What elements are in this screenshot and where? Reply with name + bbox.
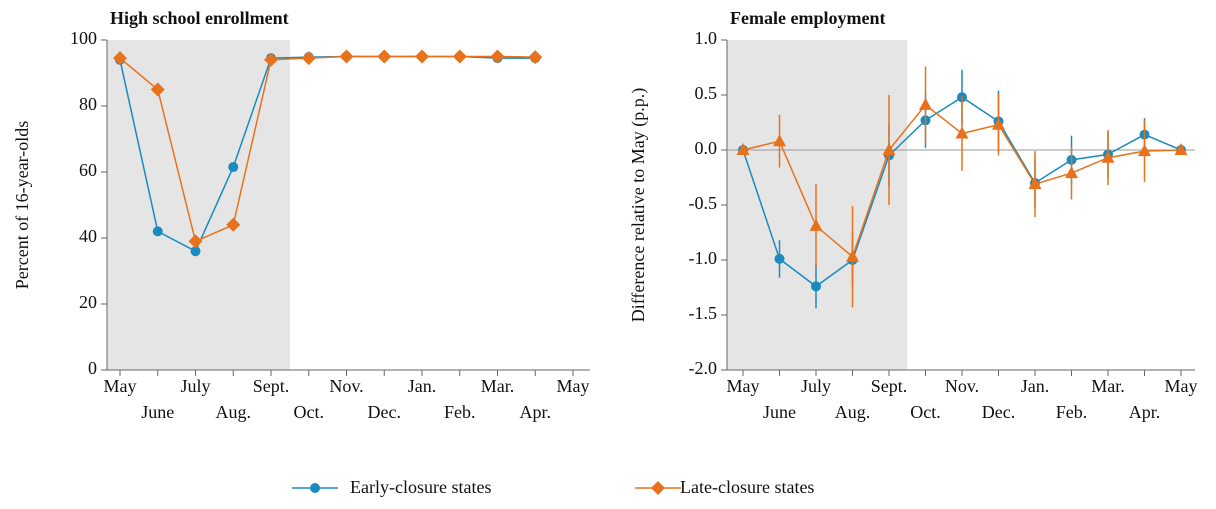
x-tick-label: Nov. bbox=[945, 376, 979, 396]
x-tick-label: Feb. bbox=[444, 402, 476, 422]
y-tick-label: -1.5 bbox=[689, 303, 718, 323]
marker bbox=[415, 49, 429, 64]
x-tick-label: June bbox=[763, 402, 796, 422]
marker bbox=[339, 49, 354, 64]
y-axis-label: Difference relative to May (p.p.) bbox=[628, 88, 649, 323]
marker bbox=[774, 253, 785, 264]
x-tick-label: Mar. bbox=[1091, 376, 1125, 396]
chart-title: Female employment bbox=[730, 8, 885, 28]
marker bbox=[310, 483, 320, 493]
x-tick-label: Feb. bbox=[1056, 402, 1088, 422]
legend-label: Late-closure states bbox=[680, 477, 814, 497]
y-tick-label: -0.5 bbox=[689, 193, 718, 213]
x-tick-label: Dec. bbox=[982, 402, 1015, 422]
x-tick-label: May bbox=[104, 376, 137, 396]
y-tick-label: 0.5 bbox=[695, 83, 718, 103]
marker bbox=[228, 162, 239, 173]
marker bbox=[490, 49, 505, 64]
x-tick-label: May bbox=[727, 376, 760, 396]
x-tick-label: Dec. bbox=[368, 402, 401, 422]
marker bbox=[955, 126, 969, 139]
shaded-region bbox=[727, 40, 908, 370]
marker bbox=[152, 226, 163, 237]
x-tick-label: Sept. bbox=[253, 376, 290, 396]
marker bbox=[190, 246, 201, 257]
x-tick-label: June bbox=[141, 402, 174, 422]
x-tick-label: Aug. bbox=[216, 402, 252, 422]
marker bbox=[1138, 144, 1151, 157]
y-tick-label: -1.0 bbox=[689, 248, 718, 268]
y-tick-label: 80 bbox=[79, 94, 97, 114]
x-tick-label: Jan. bbox=[1021, 376, 1050, 396]
x-tick-label: Apr. bbox=[520, 402, 552, 422]
marker bbox=[1065, 166, 1078, 179]
marker bbox=[846, 249, 859, 262]
marker bbox=[919, 97, 932, 110]
y-tick-label: 20 bbox=[79, 292, 97, 312]
marker bbox=[113, 51, 127, 66]
x-tick-label: Mar. bbox=[481, 376, 515, 396]
marker bbox=[811, 281, 821, 292]
marker bbox=[773, 134, 786, 147]
x-tick-label: Oct. bbox=[294, 402, 325, 422]
x-tick-label: Jan. bbox=[408, 376, 437, 396]
marker bbox=[301, 51, 316, 66]
y-tick-label: 0 bbox=[88, 358, 97, 378]
y-tick-label: 100 bbox=[70, 28, 97, 48]
x-tick-label: Sept. bbox=[871, 376, 908, 396]
x-tick-label: Apr. bbox=[1129, 402, 1161, 422]
marker bbox=[528, 50, 543, 65]
marker bbox=[1101, 150, 1115, 163]
x-tick-label: May bbox=[557, 376, 590, 396]
x-tick-label: Oct. bbox=[910, 402, 941, 422]
y-tick-label: 40 bbox=[79, 226, 97, 246]
marker bbox=[736, 143, 750, 155]
marker bbox=[882, 143, 896, 155]
x-tick-label: July bbox=[801, 376, 831, 396]
y-tick-label: -2.0 bbox=[689, 358, 718, 378]
legend-label: Early-closure states bbox=[350, 477, 491, 497]
y-axis-label: Percent of 16-year-olds bbox=[12, 121, 32, 290]
y-tick-label: 1.0 bbox=[695, 28, 718, 48]
marker bbox=[452, 49, 467, 64]
marker bbox=[377, 49, 392, 64]
chart-title: High school enrollment bbox=[110, 8, 289, 28]
marker bbox=[226, 217, 241, 232]
x-tick-label: July bbox=[180, 376, 210, 396]
y-tick-label: 0.0 bbox=[695, 138, 718, 158]
x-tick-label: May bbox=[1165, 376, 1198, 396]
marker bbox=[1174, 143, 1188, 155]
x-tick-label: Aug. bbox=[835, 402, 871, 422]
y-tick-label: 60 bbox=[79, 160, 97, 180]
x-tick-label: Nov. bbox=[329, 376, 363, 396]
shaded-region bbox=[107, 40, 290, 370]
marker bbox=[264, 52, 278, 67]
marker bbox=[1028, 177, 1042, 190]
marker bbox=[992, 117, 1005, 130]
marker bbox=[188, 234, 203, 249]
marker bbox=[651, 481, 665, 495]
marker bbox=[150, 82, 165, 97]
marker bbox=[809, 218, 823, 231]
